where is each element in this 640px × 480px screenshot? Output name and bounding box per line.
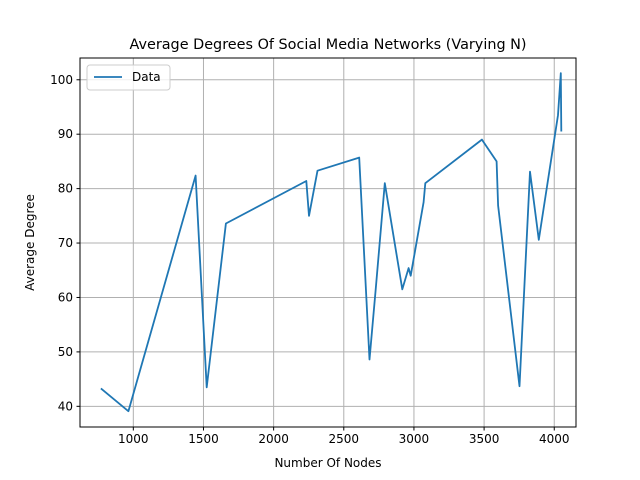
y-tick-label: 50 bbox=[58, 345, 73, 359]
x-tick-label: 3500 bbox=[469, 432, 500, 446]
x-tick-label: 4000 bbox=[539, 432, 570, 446]
y-axis-label: Average Degree bbox=[23, 194, 37, 291]
chart-title: Average Degrees Of Social Media Networks… bbox=[129, 37, 526, 53]
y-tick-label: 70 bbox=[58, 236, 73, 250]
x-tick-label: 1500 bbox=[188, 432, 219, 446]
y-tick-label: 40 bbox=[58, 399, 73, 413]
y-tick-label: 80 bbox=[58, 182, 73, 196]
x-axis: 1000 1500 2000 2500 3000 3500 4000 bbox=[118, 427, 570, 446]
legend-box bbox=[86, 64, 171, 91]
grid-lines bbox=[80, 58, 576, 427]
x-tick-label: 2000 bbox=[258, 432, 289, 446]
x-tick-label: 3000 bbox=[399, 432, 430, 446]
y-tick-label: 100 bbox=[50, 73, 73, 87]
y-axis: 40 50 60 70 80 90 100 bbox=[50, 73, 80, 413]
legend-label: Data bbox=[132, 70, 161, 84]
y-tick-label: 60 bbox=[58, 290, 73, 304]
x-tick-label: 1000 bbox=[118, 432, 149, 446]
plot-frame bbox=[79, 57, 577, 428]
y-tick-label: 90 bbox=[58, 127, 73, 141]
legend: Data bbox=[86, 64, 171, 91]
x-axis-label: Number Of Nodes bbox=[274, 456, 381, 470]
x-tick-label: 2500 bbox=[329, 432, 360, 446]
series-line-data bbox=[100, 72, 563, 413]
series-layer bbox=[100, 72, 563, 413]
